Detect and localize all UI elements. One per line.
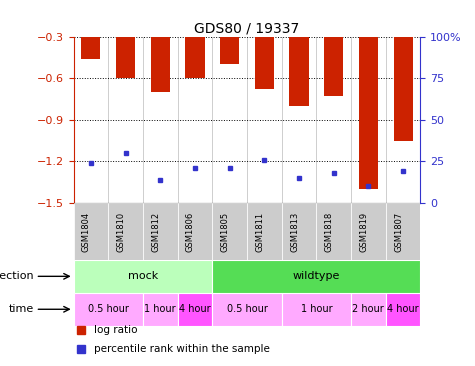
Text: infection: infection (0, 271, 34, 281)
Text: 1 hour: 1 hour (301, 304, 332, 314)
Bar (178, 293, 212, 326)
Bar (359, 0, 378, 189)
Text: log ratio: log ratio (95, 325, 138, 336)
Text: GSM1806: GSM1806 (186, 212, 195, 252)
Text: GSM1804: GSM1804 (82, 212, 91, 252)
Text: 1 hour: 1 hour (144, 304, 176, 314)
Bar (178, 203, 212, 260)
Bar (143, 203, 178, 260)
Bar (351, 203, 386, 260)
Bar (289, 0, 309, 106)
Text: 4 hour: 4 hour (179, 304, 211, 314)
Text: percentile rank within the sample: percentile rank within the sample (95, 344, 270, 354)
Bar (116, 0, 135, 78)
Text: 0.5 hour: 0.5 hour (88, 304, 129, 314)
Text: GSM1812: GSM1812 (152, 212, 160, 252)
Bar (255, 0, 274, 89)
Bar (74, 293, 143, 326)
Text: GSM1813: GSM1813 (290, 212, 299, 252)
Bar (324, 0, 343, 96)
Bar (212, 293, 282, 326)
Bar (282, 203, 316, 260)
Text: GSM1810: GSM1810 (117, 212, 125, 252)
Text: GSM1811: GSM1811 (256, 212, 265, 252)
Bar (81, 0, 101, 59)
Bar (386, 203, 420, 260)
Bar (220, 0, 239, 64)
Bar (316, 203, 351, 260)
Bar (212, 203, 247, 260)
Bar (282, 293, 351, 326)
Text: 2 hour: 2 hour (352, 304, 384, 314)
Text: GSM1819: GSM1819 (360, 212, 369, 252)
Text: GSM1807: GSM1807 (394, 212, 403, 252)
Bar (185, 0, 205, 78)
Title: GDS80 / 19337: GDS80 / 19337 (194, 22, 300, 36)
Bar (108, 203, 143, 260)
Text: 4 hour: 4 hour (387, 304, 419, 314)
Text: GSM1805: GSM1805 (221, 212, 230, 252)
Bar (386, 293, 420, 326)
Text: wildtype: wildtype (293, 271, 340, 281)
Bar (351, 293, 386, 326)
Text: mock: mock (128, 271, 158, 281)
Bar (143, 293, 178, 326)
Bar (393, 0, 413, 141)
Bar (212, 260, 420, 293)
Text: time: time (9, 304, 34, 314)
Bar (247, 203, 282, 260)
Bar (151, 0, 170, 92)
Text: 0.5 hour: 0.5 hour (227, 304, 267, 314)
Text: GSM1818: GSM1818 (325, 212, 333, 252)
Bar (74, 260, 212, 293)
Bar (74, 203, 108, 260)
